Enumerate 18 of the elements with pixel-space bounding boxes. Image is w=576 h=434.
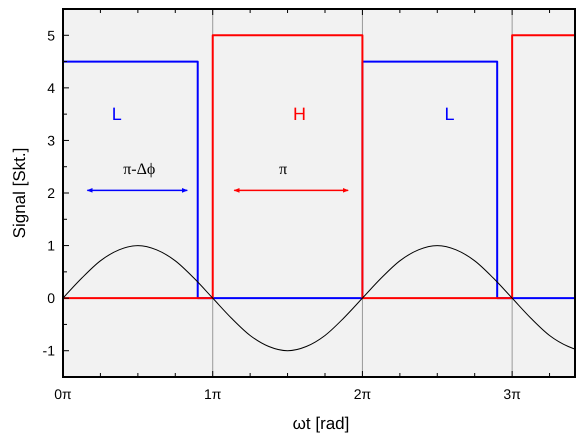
x-tick-label: 0π	[54, 386, 72, 402]
x-axis-title: ωt [rad]	[292, 414, 350, 433]
x-tick-label: 3π	[503, 386, 522, 402]
x-tick-label: 2π	[354, 386, 372, 402]
y-tick-label: 5	[47, 27, 56, 44]
y-tick-label: 0	[47, 290, 56, 306]
y-tick-label: 2	[47, 185, 56, 201]
annotation: L	[112, 104, 122, 124]
y-tick-label: -1	[42, 342, 56, 359]
y-tick-label: 4	[47, 80, 56, 96]
y-tick-label: 1	[47, 238, 56, 254]
annotation: H	[293, 104, 306, 124]
y-tick-label: 3	[47, 132, 56, 148]
annotation: π-Δϕ	[123, 160, 156, 178]
x-tick-label: 1π	[204, 386, 222, 402]
annotation: π	[279, 160, 288, 178]
annotation: L	[444, 104, 455, 124]
y-axis-title: Signal [Skt.]	[10, 148, 29, 238]
